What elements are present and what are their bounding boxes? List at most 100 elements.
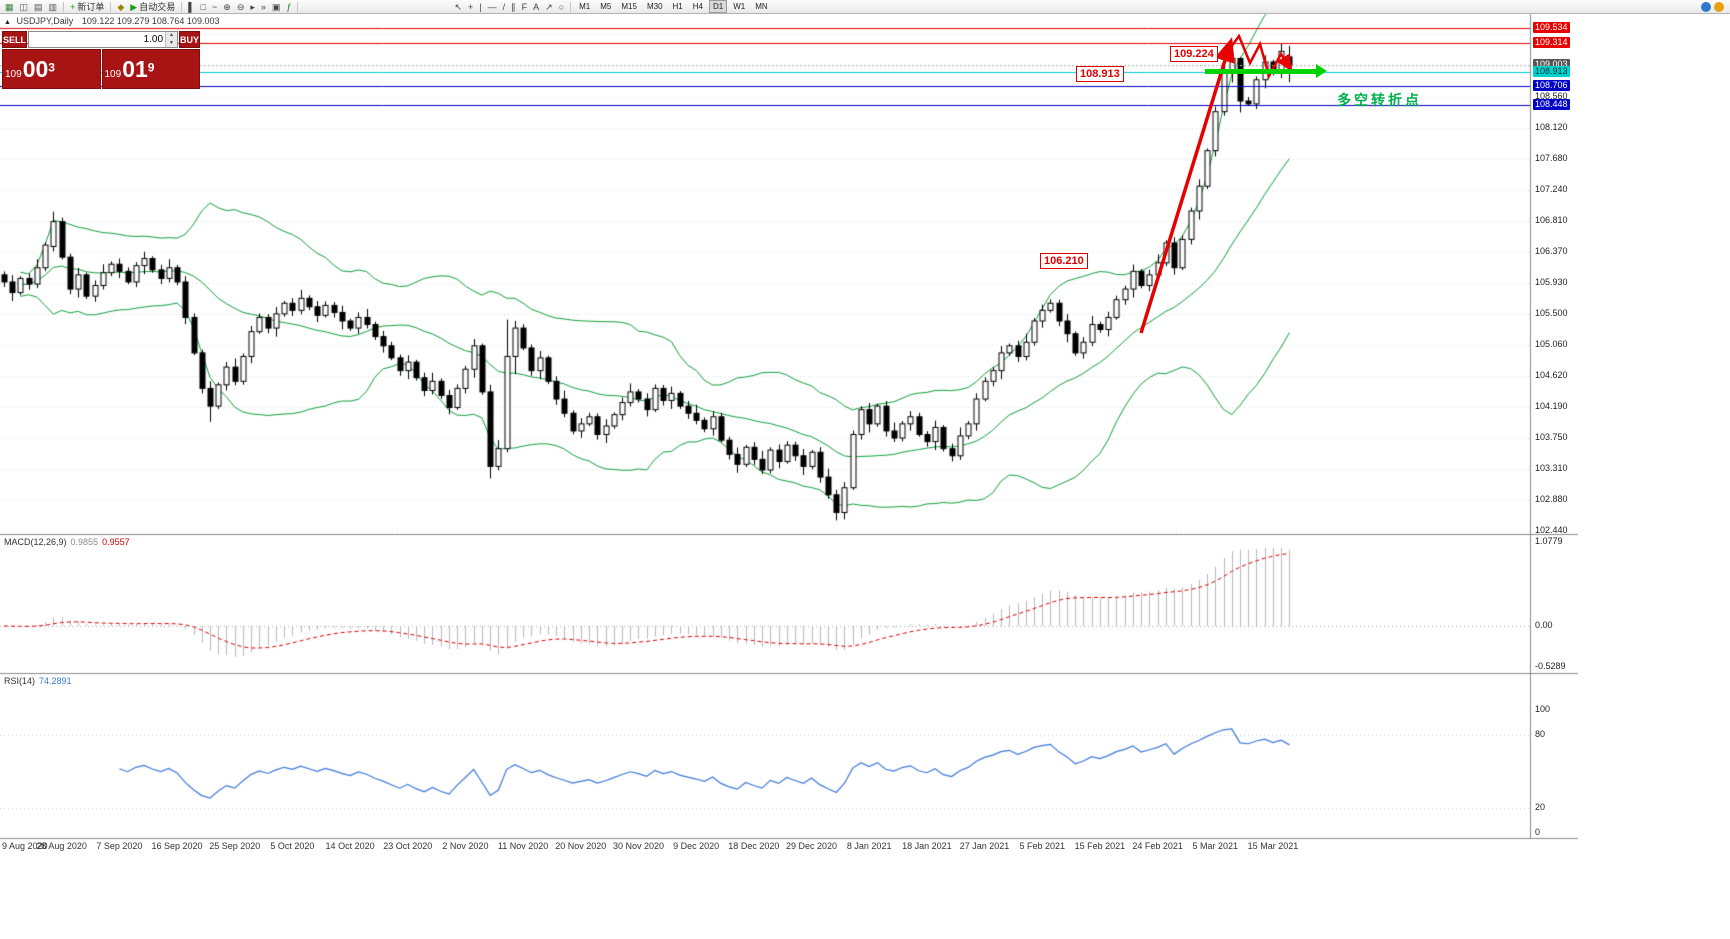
- cursor-icon: ↖: [454, 1, 463, 12]
- new-chart-icon: ▦: [5, 1, 14, 12]
- buy-price-main: 01: [122, 55, 148, 82]
- annotation-support-price-box[interactable]: 108.913: [1076, 66, 1124, 82]
- line-chart-icon[interactable]: ~: [210, 1, 219, 13]
- volume-decrease-button[interactable]: ▼: [166, 39, 178, 47]
- timeframe-button-M30[interactable]: M30: [646, 2, 663, 11]
- market-watch-icon[interactable]: ▤: [32, 1, 45, 13]
- data-window-icon: ▥: [48, 1, 58, 12]
- tile-windows-icon[interactable]: ▣: [270, 1, 283, 13]
- text-icon: A: [533, 1, 540, 12]
- toolbar-separator: [63, 1, 65, 12]
- timeframe-button-H4[interactable]: H4: [692, 2, 703, 11]
- volume-spinner: ▲ ▼: [165, 32, 178, 47]
- toolbar-group: ◆ ▶ 自动交易: [114, 1, 178, 13]
- horizontal-line-icon[interactable]: —: [486, 1, 499, 13]
- macd-signal-value: 0.9557: [102, 537, 130, 547]
- autotrading-button: ▶: [130, 1, 138, 12]
- toolbar-separator: [297, 1, 299, 12]
- data-window-icon[interactable]: ▥: [47, 1, 60, 13]
- channel-icon[interactable]: ∥: [509, 1, 518, 13]
- rsi-label: RSI(14) 74.2891: [4, 676, 72, 686]
- fibonacci-icon[interactable]: F: [520, 1, 530, 13]
- sell-price-pip: 3: [48, 60, 55, 75]
- buy-price-button[interactable]: 109019: [101, 49, 200, 89]
- turning-point-note[interactable]: 多空转折点: [1337, 92, 1422, 108]
- chart-window-icon: ▲: [4, 19, 11, 26]
- trendline-icon[interactable]: /: [501, 1, 508, 13]
- shapes-icon: ○: [558, 1, 565, 12]
- indicators-icon[interactable]: ƒ: [284, 1, 293, 13]
- toolbar-separator: [181, 1, 183, 12]
- trade-panel-price-row: 109003 109019: [2, 49, 200, 89]
- text-icon[interactable]: A: [531, 1, 541, 13]
- shapes-icon[interactable]: ○: [557, 1, 566, 13]
- vertical-line-icon: |: [479, 1, 482, 12]
- timeframe-button-M1[interactable]: M1: [579, 2, 591, 11]
- crosshair-icon[interactable]: +: [466, 1, 475, 13]
- zoom-in-icon[interactable]: ⊕: [221, 1, 233, 13]
- arrows-icon[interactable]: ↗: [543, 1, 555, 13]
- toolbar-group: + 新订单: [67, 1, 107, 13]
- crosshair-icon: +: [468, 1, 474, 12]
- auto-scroll-icon[interactable]: ▸: [248, 1, 257, 13]
- volume-increase-button[interactable]: ▲: [166, 32, 178, 40]
- metaeditor-icon: ◆: [117, 1, 125, 12]
- volume-input[interactable]: [29, 32, 166, 47]
- timeframe-button-H1[interactable]: H1: [672, 2, 683, 11]
- main-toolbar: ▦ ◫ ▤ ▥ + 新订单 ◆ ▶ 自动交易 ▌ □ ~ ⊕ ⊖ ▸» ▣ ƒ ↖ + | — / ∥ F A ↗ ○ M1 M5 M1…: [0, 0, 1730, 14]
- macd-label: MACD(12,26,9) 0.9855 0.9557: [4, 537, 130, 547]
- arrows-icon: ↗: [545, 1, 553, 12]
- profiles-icon[interactable]: ◫: [18, 1, 31, 13]
- autotrading-button-label: 自动交易: [139, 2, 176, 12]
- horizontal-line-icon: —: [487, 1, 497, 12]
- fibonacci-icon: F: [521, 1, 528, 12]
- tile-windows-icon: ▣: [271, 1, 281, 12]
- rsi-value: 74.2891: [39, 676, 72, 686]
- chart-shift-icon[interactable]: »: [259, 1, 268, 13]
- timeframe-button-W1[interactable]: W1: [733, 2, 746, 11]
- buy-price-pip: 9: [147, 60, 155, 75]
- vertical-line-icon[interactable]: |: [477, 1, 483, 13]
- timeframe-button-M5[interactable]: M5: [600, 2, 612, 11]
- timeframe-button-MN[interactable]: MN: [755, 2, 768, 11]
- toolbar-separator: [110, 1, 112, 12]
- buy-button[interactable]: BUY: [179, 31, 201, 48]
- help-icon[interactable]: [1701, 1, 1711, 12]
- new-order-button-label: 新订单: [77, 2, 105, 12]
- chart-title: ▲ USDJPY,Daily 109.122 109.279 108.764 1…: [4, 16, 219, 26]
- support-ray-arrowhead: [1316, 64, 1327, 78]
- volume-stepper[interactable]: ▲ ▼: [28, 31, 179, 48]
- trendline-icon: /: [502, 1, 506, 12]
- one-click-trading-panel: SELL ▲ ▼ BUY 109003 109019: [2, 31, 201, 89]
- new-order-button[interactable]: + 新订单: [68, 1, 106, 13]
- cursor-icon[interactable]: ↖: [452, 1, 464, 13]
- sell-price-main: 00: [22, 55, 49, 82]
- candlestick-chart-icon[interactable]: □: [199, 1, 208, 13]
- line-chart-icon: ~: [212, 1, 218, 12]
- timeframe-button-M15[interactable]: M15: [621, 2, 637, 11]
- zoom-out-icon[interactable]: ⊖: [235, 1, 247, 13]
- new-chart-icon[interactable]: ▦: [3, 1, 16, 13]
- market-watch-icon: ▤: [34, 1, 43, 12]
- autotrading-button[interactable]: ▶ 自动交易: [128, 1, 177, 13]
- zoom-out-icon: ⊖: [236, 1, 245, 12]
- bar-chart-icon: ▌: [188, 1, 195, 12]
- ohlc-readout: 109.122 109.279 108.764 109.003: [81, 16, 220, 26]
- candlestick-chart-icon: □: [200, 1, 207, 12]
- bar-chart-icon[interactable]: ▌: [186, 1, 196, 13]
- symbol-period-label: USDJPY,Daily: [16, 16, 74, 26]
- sell-price-button[interactable]: 109003: [2, 49, 101, 89]
- macd-name: MACD(12,26,9): [4, 537, 67, 547]
- annotation-breakout-price-box[interactable]: 106.210: [1040, 253, 1088, 269]
- community-icon[interactable]: [1714, 1, 1724, 12]
- metaeditor-icon[interactable]: ◆: [115, 1, 126, 13]
- toolbar-separator: [570, 1, 572, 12]
- macd-main-value: 0.9855: [70, 537, 99, 547]
- annotation-high-price-box[interactable]: 109.224: [1170, 46, 1218, 62]
- sell-button[interactable]: SELL: [2, 31, 28, 48]
- timeframe-button-D1[interactable]: D1: [708, 0, 728, 13]
- zoom-in-icon: ⊕: [223, 1, 231, 12]
- indicators-icon: ƒ: [286, 1, 292, 12]
- support-ray-line[interactable]: [1205, 69, 1316, 74]
